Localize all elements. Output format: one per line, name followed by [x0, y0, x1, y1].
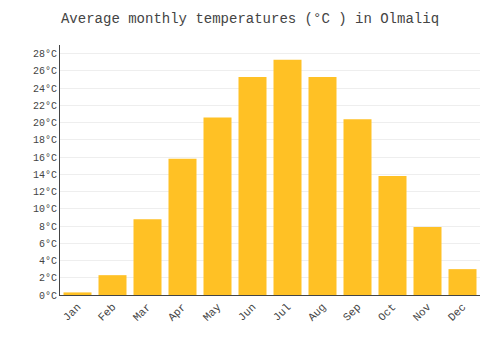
svg-text:16°C: 16°C: [33, 153, 57, 164]
svg-text:Average monthly temperatures (: Average monthly temperatures (°C ) in Ol…: [61, 11, 439, 27]
svg-text:8°C: 8°C: [39, 222, 57, 233]
svg-text:Jan: Jan: [61, 301, 83, 323]
svg-text:18°C: 18°C: [33, 135, 57, 146]
svg-text:Jun: Jun: [236, 301, 258, 323]
svg-text:0°C: 0°C: [39, 291, 57, 302]
svg-text:Apr: Apr: [166, 301, 188, 323]
svg-text:Aug: Aug: [306, 301, 328, 323]
svg-text:6°C: 6°C: [39, 239, 57, 250]
svg-text:Feb: Feb: [96, 301, 118, 323]
svg-text:Sep: Sep: [341, 301, 363, 323]
svg-text:May: May: [201, 301, 224, 324]
svg-text:Nov: Nov: [411, 301, 434, 324]
svg-text:12°C: 12°C: [33, 187, 57, 198]
svg-text:Dec: Dec: [446, 301, 468, 323]
svg-text:28°C: 28°C: [33, 49, 57, 60]
svg-text:Mar: Mar: [131, 301, 153, 323]
svg-text:2°C: 2°C: [39, 273, 57, 284]
svg-text:20°C: 20°C: [33, 118, 57, 129]
svg-text:4°C: 4°C: [39, 256, 57, 267]
svg-text:14°C: 14°C: [33, 170, 57, 181]
svg-text:22°C: 22°C: [33, 101, 57, 112]
svg-text:10°C: 10°C: [33, 204, 57, 215]
svg-text:24°C: 24°C: [33, 84, 57, 95]
svg-text:Oct: Oct: [376, 301, 398, 323]
svg-text:26°C: 26°C: [33, 66, 57, 77]
svg-text:Jul: Jul: [271, 301, 293, 323]
